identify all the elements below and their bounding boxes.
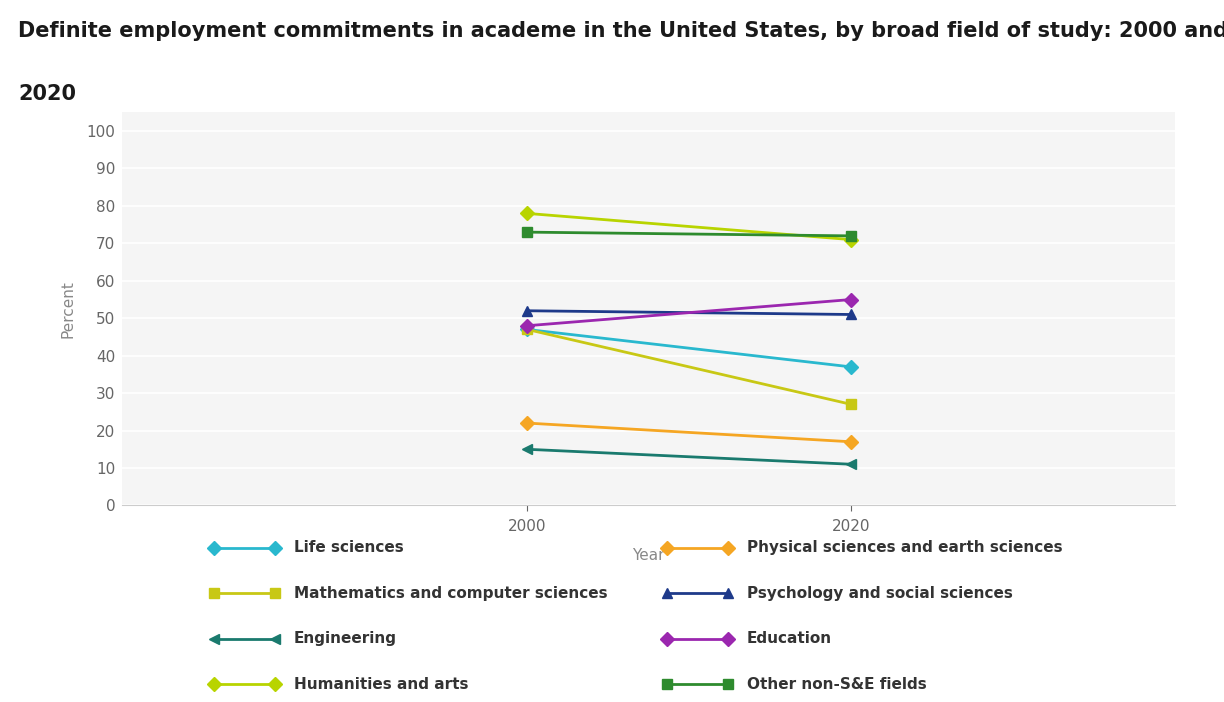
- Text: Other non-S&E fields: Other non-S&E fields: [747, 677, 927, 692]
- Text: Definite employment commitments in academe in the United States, by broad field : Definite employment commitments in acade…: [18, 21, 1224, 41]
- Text: Physical sciences and earth sciences: Physical sciences and earth sciences: [747, 540, 1062, 555]
- Text: Psychology and social sciences: Psychology and social sciences: [747, 585, 1012, 601]
- Text: Engineering: Engineering: [294, 631, 397, 647]
- Text: Humanities and arts: Humanities and arts: [294, 677, 469, 692]
- Text: Life sciences: Life sciences: [294, 540, 404, 555]
- Text: Education: Education: [747, 631, 832, 647]
- Y-axis label: Percent: Percent: [60, 280, 76, 338]
- Text: 2020: 2020: [18, 84, 76, 104]
- Text: Mathematics and computer sciences: Mathematics and computer sciences: [294, 585, 607, 601]
- X-axis label: Year: Year: [633, 548, 665, 563]
